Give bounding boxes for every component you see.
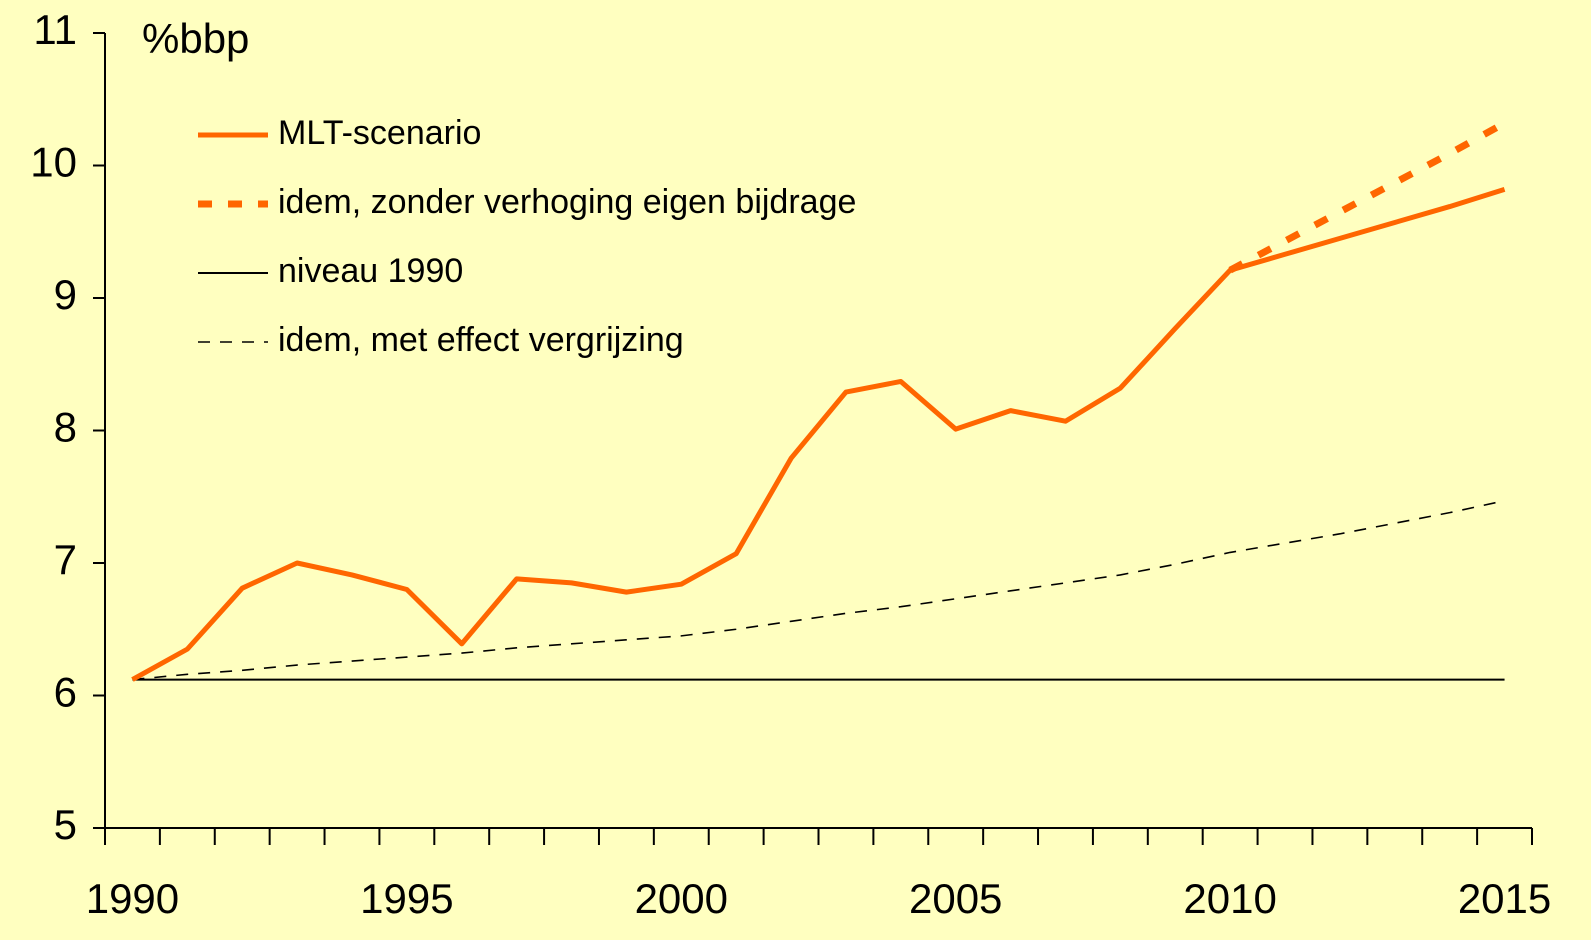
- y-axis-label: %bbp: [142, 15, 249, 62]
- legend-label: niveau 1990: [278, 252, 463, 290]
- legend-label: idem, met effect vergrijzing: [278, 321, 684, 359]
- series-line: [1228, 120, 1507, 274]
- x-tick-label: 2010: [1183, 875, 1276, 922]
- legend-label: MLT-scenario: [278, 114, 481, 152]
- x-tick-label: 2000: [635, 875, 728, 922]
- x-tick-label: 2015: [1458, 875, 1551, 922]
- x-tick-label: 1990: [86, 875, 179, 922]
- y-tick-label: 8: [54, 404, 77, 451]
- x-tick-label: 1995: [360, 875, 453, 922]
- x-tick-label: 2005: [909, 875, 1002, 922]
- y-tick-label: 9: [54, 271, 77, 318]
- y-tick-label: 10: [30, 139, 77, 186]
- y-tick-label: 11: [33, 6, 77, 53]
- y-tick-label: 7: [54, 536, 77, 583]
- series-line: [132, 499, 1505, 681]
- legend-label: idem, zonder verhoging eigen bijdrage: [278, 183, 856, 221]
- y-tick-label: 5: [54, 801, 77, 848]
- series-line: [131, 186, 1506, 682]
- y-tick-label: 6: [54, 669, 77, 716]
